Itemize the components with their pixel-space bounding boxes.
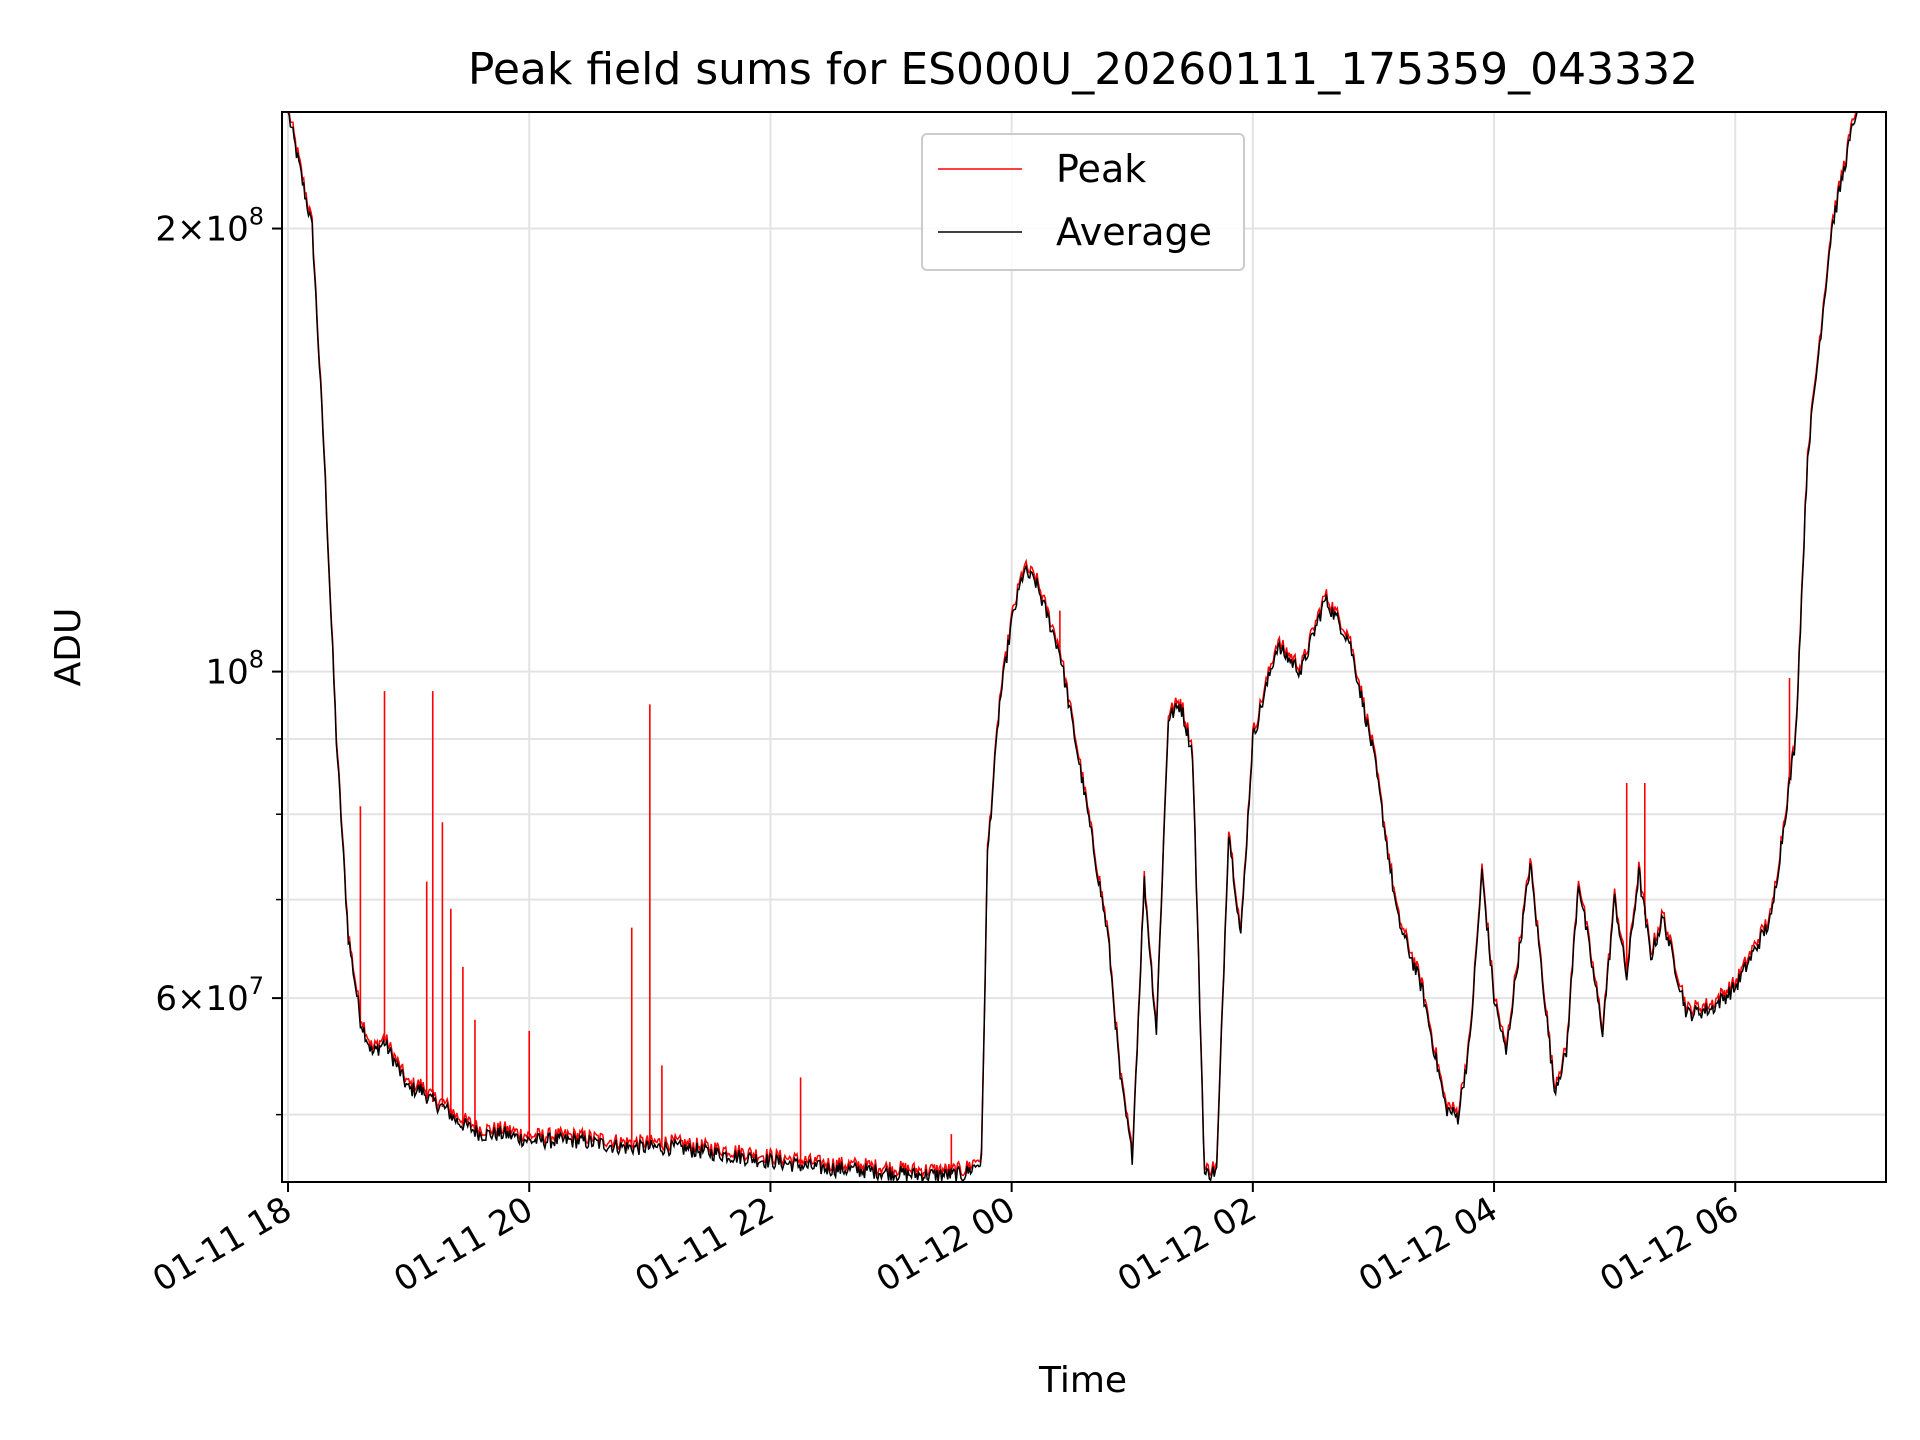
y-tick-label: 108 bbox=[205, 646, 264, 693]
y-tick-exponent: 7 bbox=[249, 972, 264, 1000]
legend-label-peak: Peak bbox=[1056, 147, 1146, 191]
legend: Peak Average bbox=[921, 133, 1245, 271]
y-axis-ticks: 2×108 108 6×107 bbox=[155, 203, 282, 1116]
grid-lines bbox=[282, 112, 1886, 1182]
y-tick-exponent: 8 bbox=[249, 203, 264, 231]
series-average bbox=[287, 111, 1868, 1183]
y-tick-exponent: 8 bbox=[249, 646, 264, 674]
plot-frame bbox=[281, 111, 1887, 1183]
y-axis-label: ADU bbox=[48, 608, 89, 687]
y-tick-label: 6×107 bbox=[155, 972, 264, 1019]
average-line bbox=[287, 111, 1868, 1183]
chart-title: Peak field sums for ES000U_20260111_1753… bbox=[468, 44, 1698, 95]
legend-box bbox=[921, 133, 1245, 271]
x-axis-label: Time bbox=[1038, 1360, 1127, 1401]
y-tick-label: 2×108 bbox=[155, 203, 264, 250]
y-tick-mantissa: 2 bbox=[155, 210, 177, 250]
legend-label-average: Average bbox=[1056, 210, 1212, 254]
y-tick-mantissa: 6 bbox=[155, 979, 177, 1019]
